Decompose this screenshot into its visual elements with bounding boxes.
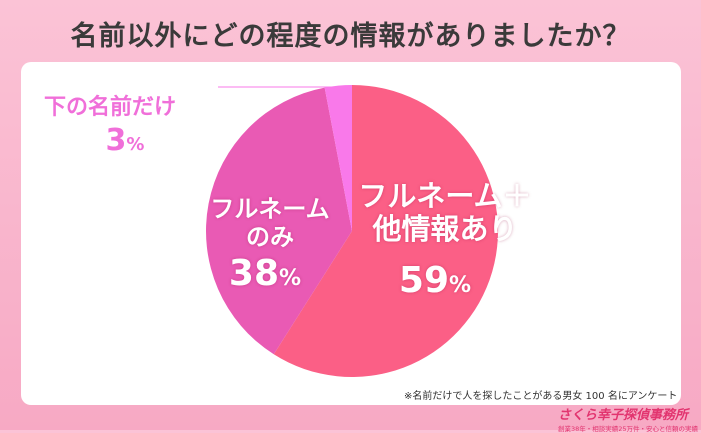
label-full-only-line1: フルネーム [210,195,330,223]
slice-first-only [324,85,352,231]
label-full-only: フルネーム のみ [195,195,345,251]
value-full-only-number: 38 [228,253,280,294]
brand-tagline: 創業38年・相談実績25万件・安心と信頼の実績 [558,425,699,433]
label-full-plus: フルネーム＋ 他情報あり [345,179,545,247]
brand-name: さくら幸子探偵事務所 [558,408,689,423]
slice-full-only [205,87,352,355]
label-full-plus-line1: フルネーム＋ [358,179,532,213]
value-full-plus-number: 59 [398,260,450,301]
value-full-plus: 59% [375,260,495,301]
chart-title: 名前以外にどの程度の情報がありましたか？ [70,21,631,52]
value-full-only-unit: % [279,266,302,291]
label-full-plus-line2: 他情報あり [372,212,518,247]
value-first-only: 3% [90,123,160,159]
slice-full-plus [273,85,498,377]
footnote: ※名前だけで人を探したことがある男女 100 名にアンケート [404,391,678,402]
value-full-only: 38% [205,253,325,294]
value-first-only-unit: % [126,134,145,155]
label-full-only-line2: のみ [246,222,294,251]
label-first-only: 下の名前だけ [44,95,177,120]
brand-logo: さくら幸子探偵事務所 創業38年・相談実績25万件・安心と信頼の実績 [558,404,698,433]
value-first-only-number: 3 [105,123,127,158]
value-full-plus-unit: % [449,273,472,298]
